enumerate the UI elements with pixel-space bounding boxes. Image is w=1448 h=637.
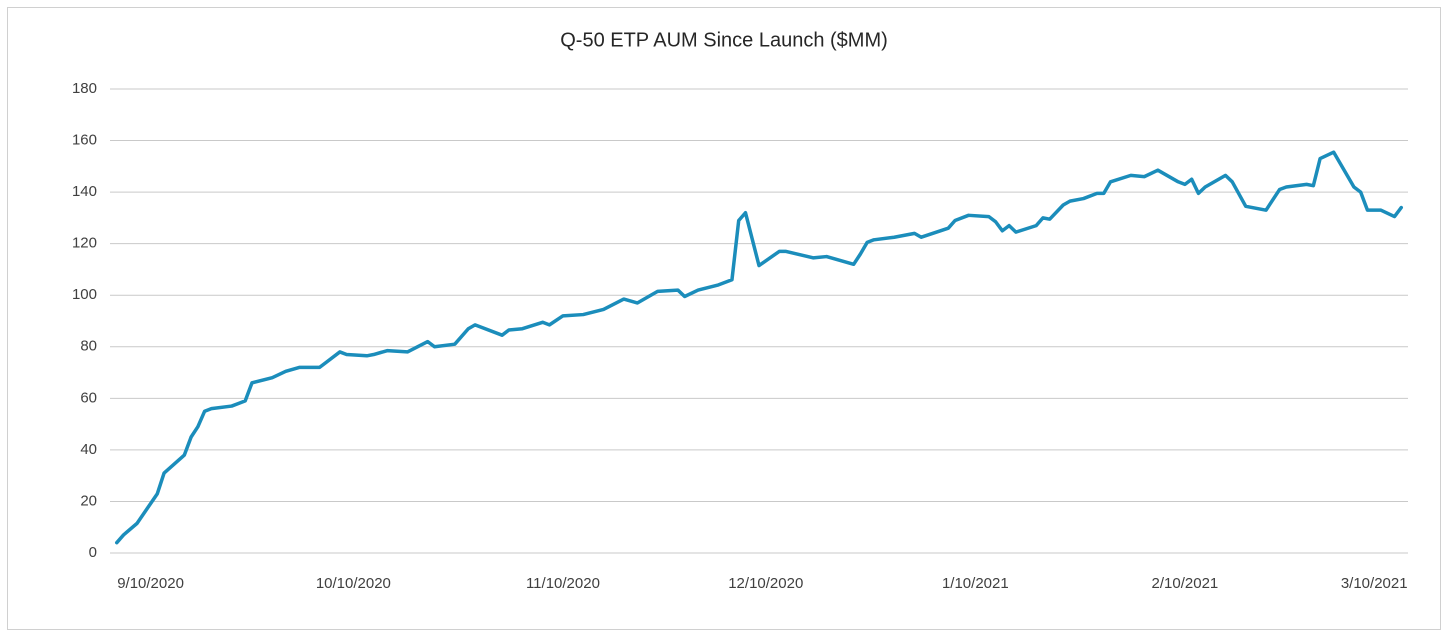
chart-frame	[7, 7, 1441, 630]
y-tick-label: 20	[80, 492, 97, 509]
y-tick-label: 40	[80, 441, 97, 458]
y-tick-label: 80	[80, 338, 97, 355]
y-tick-label: 100	[72, 286, 97, 303]
x-tick-label: 11/10/2020	[526, 575, 600, 592]
y-tick-label: 120	[72, 235, 97, 252]
x-tick-label: 1/10/2021	[942, 575, 1009, 592]
y-tick-label: 160	[72, 132, 97, 149]
x-tick-label: 10/10/2020	[316, 575, 391, 592]
x-tick-label: 9/10/2020	[117, 575, 184, 592]
data-line	[115, 150, 1403, 545]
y-tick-label: 0	[89, 544, 97, 561]
x-tick-label: 12/10/2020	[728, 575, 803, 592]
y-tick-label: 140	[72, 183, 97, 200]
chart-title: Q-50 ETP AUM Since Launch ($MM)	[560, 29, 888, 51]
y-tick-label: 60	[80, 389, 97, 406]
x-tick-label: 3/10/2021	[1341, 575, 1408, 592]
x-tick-label: 2/10/2021	[1152, 575, 1219, 592]
y-tick-label: 180	[72, 80, 97, 97]
